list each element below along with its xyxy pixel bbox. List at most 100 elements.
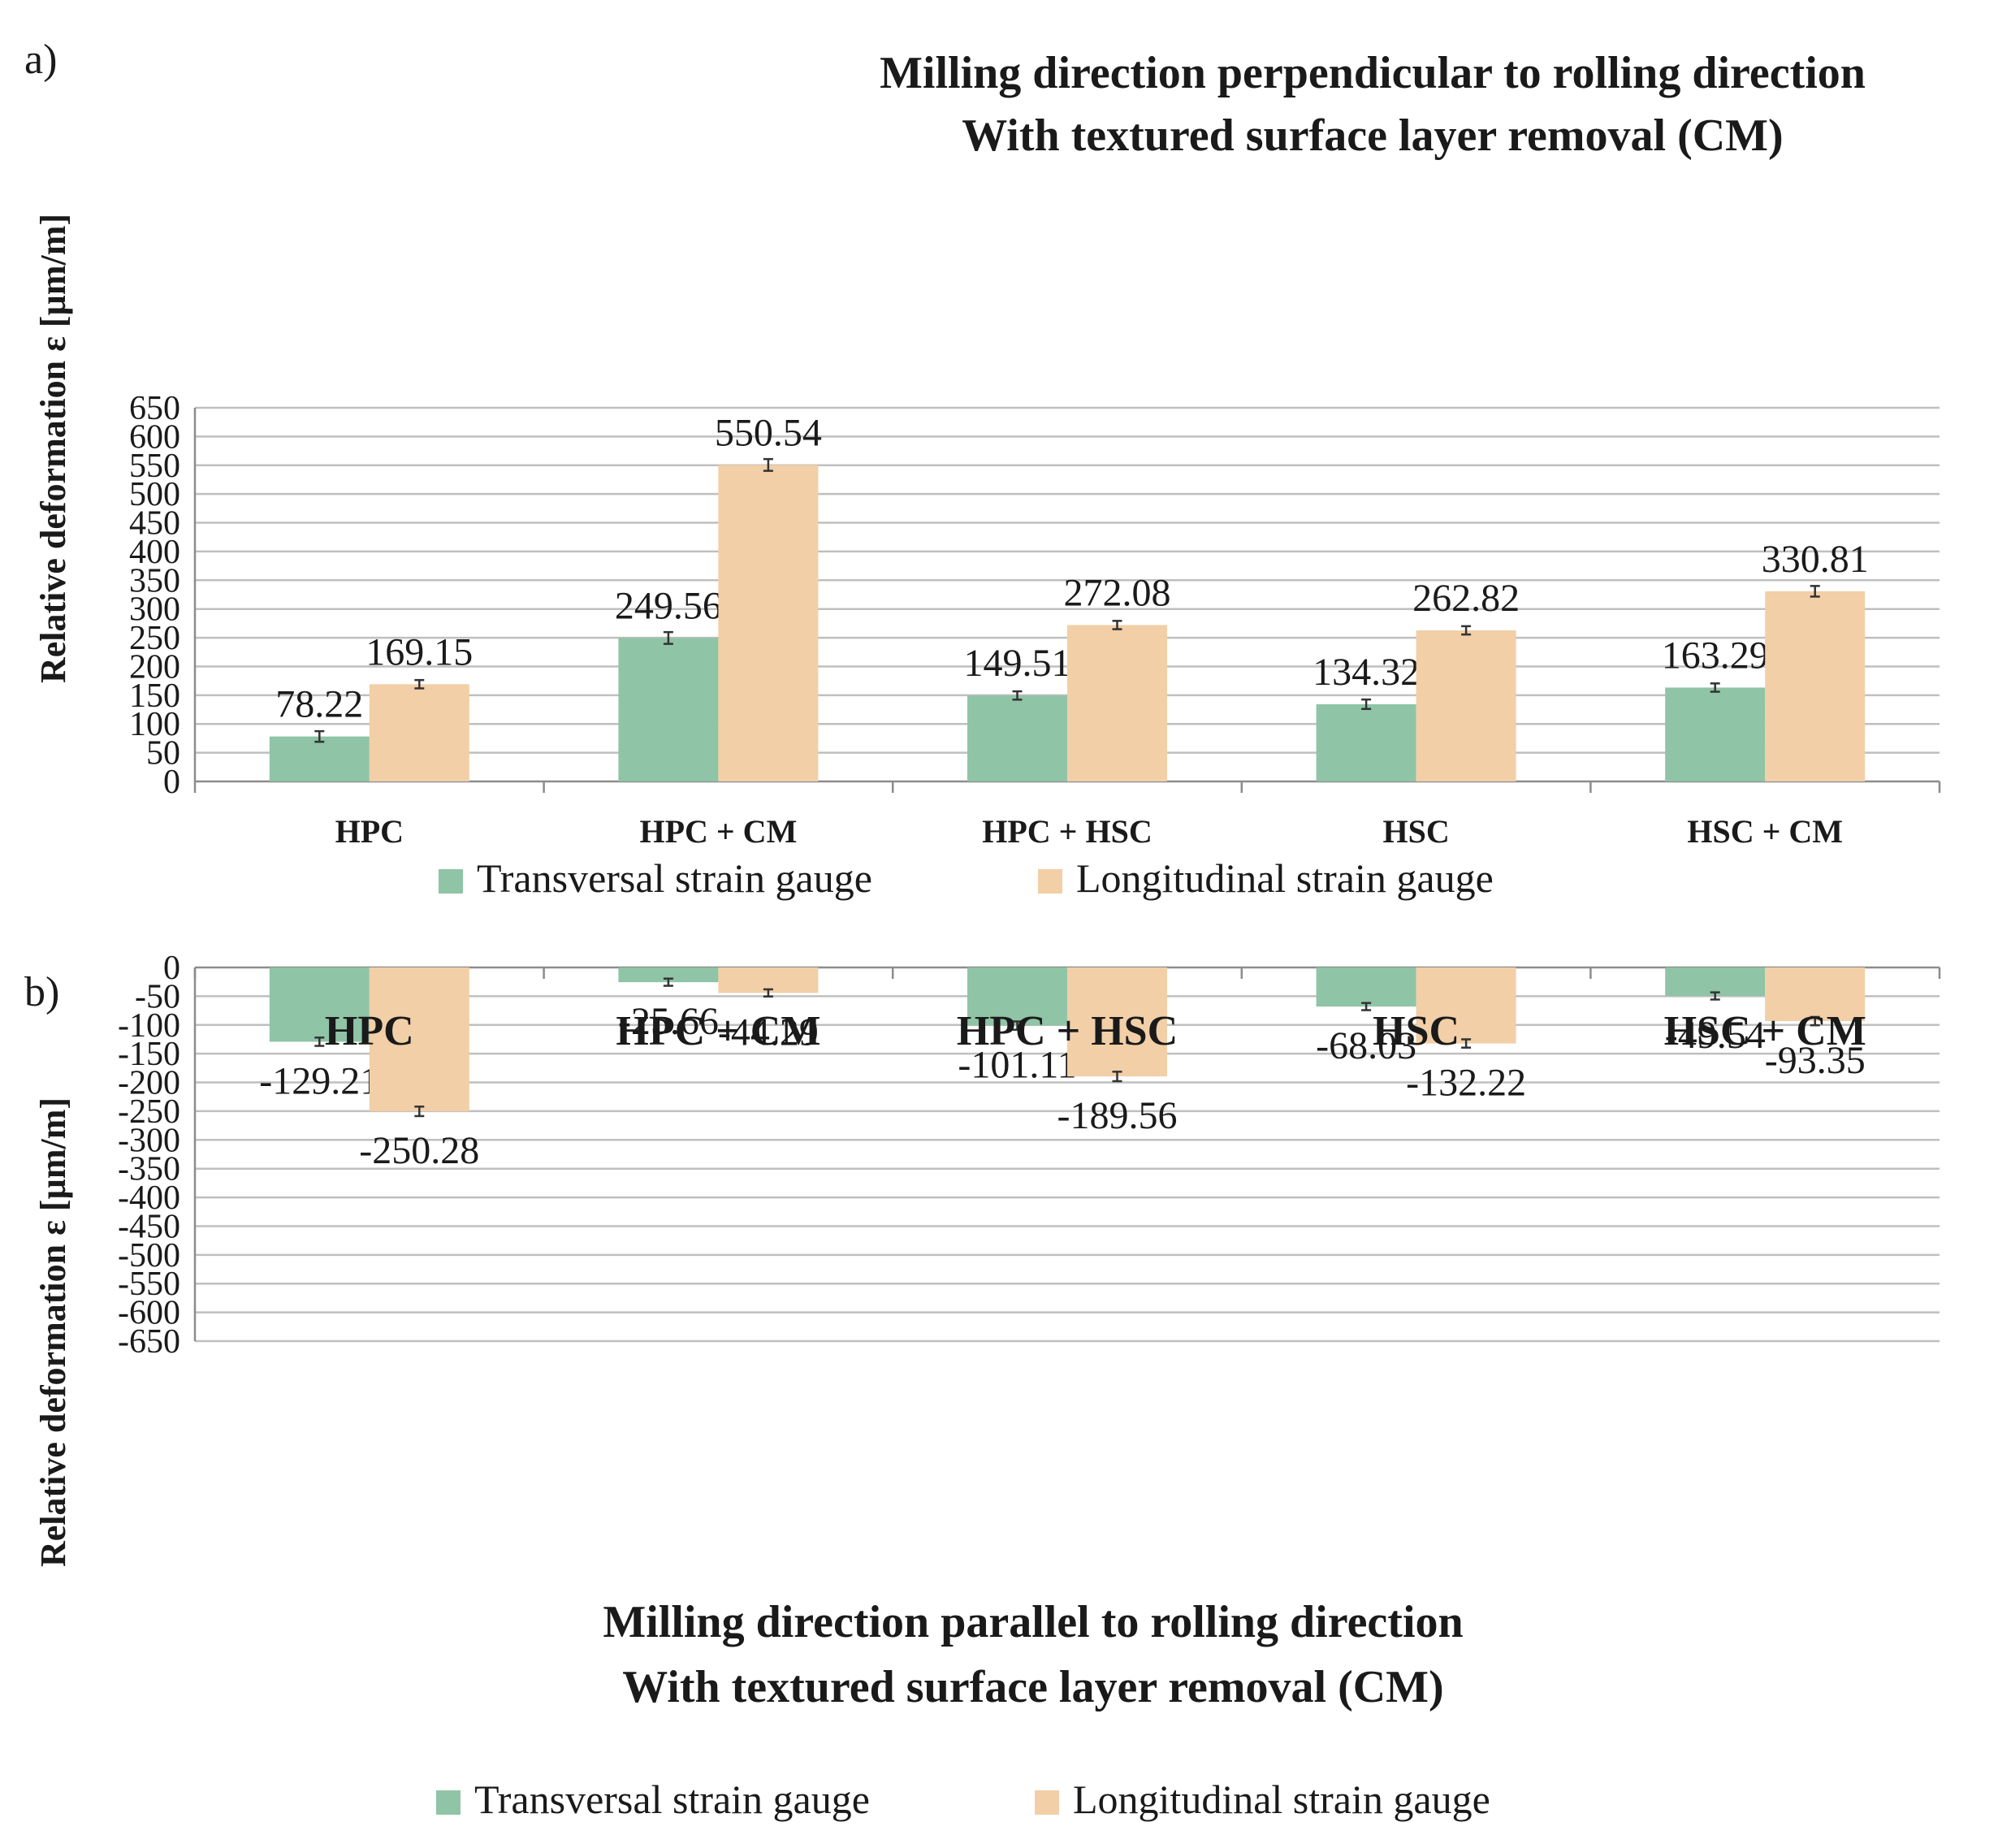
bar-transversal (1665, 687, 1766, 781)
category-label: HPC + CM (616, 1008, 820, 1054)
category-label: HPC (325, 1008, 414, 1054)
error-bar (763, 988, 773, 998)
data-label: -250.28 (359, 1129, 479, 1172)
y-tick-label: -100 (118, 1007, 180, 1045)
bar-transversal (269, 736, 370, 781)
data-label: 149.51 (964, 642, 1071, 685)
legend-swatch-longitudinal (1038, 869, 1062, 894)
data-label: -129.21 (259, 1059, 379, 1102)
error-bar (414, 678, 425, 690)
legend: Transversal strain gauge Longitudinal str… (436, 1777, 1490, 1822)
legend: Transversal strain gauge Longitudinal str… (439, 855, 1494, 901)
legend-label-transversal: Transversal strain gauge (474, 1777, 870, 1822)
legend-label-longitudinal: Longitudinal strain gauge (1076, 855, 1494, 901)
chart-title-line: Milling direction parallel to rolling di… (603, 1597, 1463, 1647)
y-tick-label: 600 (129, 418, 180, 456)
bar-transversal (269, 967, 370, 1042)
category-label: HPC + HSC (957, 1008, 1178, 1054)
data-label: -189.56 (1057, 1094, 1178, 1137)
y-tick-label: -450 (118, 1208, 180, 1245)
error-bar (1112, 1071, 1122, 1083)
legend-label-transversal: Transversal strain gauge (477, 855, 872, 901)
error-bar (1810, 1015, 1820, 1027)
bar-longitudinal (718, 465, 819, 781)
error-bar (314, 729, 325, 743)
y-tick-label: -350 (118, 1151, 180, 1188)
bar-longitudinal (1067, 625, 1167, 781)
error-bar (1012, 1020, 1023, 1031)
data-label: -44.29 (718, 1011, 819, 1054)
bar-transversal (967, 695, 1067, 781)
category-labels: HPC HPC + CM HPC + HSC HSC HSC + CM (335, 813, 1843, 850)
error-bar (1810, 585, 1820, 598)
series-transversal: 78.22 249.56 149.51 134.32 163.29 (269, 584, 1769, 781)
category-label: HPC + CM (639, 813, 797, 850)
legend-swatch-transversal (436, 1790, 461, 1815)
bar-transversal (1316, 703, 1416, 781)
error-bar (1461, 1038, 1472, 1049)
y-tick-label: 450 (129, 505, 180, 543)
error-bar (1361, 1002, 1372, 1011)
error-bar (663, 977, 673, 987)
y-tick-label: -150 (118, 1036, 180, 1073)
error-bar (663, 630, 673, 645)
chart-title: Milling direction parallel to rolling di… (603, 1597, 1463, 1712)
bar-longitudinal (1765, 591, 1866, 781)
y-tick-label: 500 (129, 476, 180, 513)
data-label: -68.03 (1316, 1024, 1416, 1067)
bar-longitudinal (369, 967, 469, 1112)
bar-longitudinal (1067, 967, 1167, 1077)
data-label: -93.35 (1765, 1039, 1866, 1082)
data-label: 262.82 (1412, 577, 1520, 620)
data-label: 169.15 (365, 630, 473, 673)
bar-transversal (967, 967, 1067, 1026)
bar-longitudinal (369, 684, 469, 781)
chart-title-line: With textured surface layer removal (CM) (622, 1662, 1443, 1712)
bar-transversal (618, 967, 719, 983)
y-tick-label: 300 (129, 591, 180, 629)
bar-longitudinal (1765, 967, 1866, 1022)
panel-label: b) (24, 969, 59, 1015)
chart-title: Milling direction perpendicular to rolli… (880, 48, 1866, 161)
category-label: HSC + CM (1687, 813, 1843, 850)
data-label: 78.22 (275, 683, 363, 726)
category-label: HSC (1382, 813, 1449, 850)
y-tick-label: 650 (129, 390, 180, 427)
error-bar (1710, 682, 1720, 693)
y-tick-label: -400 (118, 1179, 180, 1217)
chart-title-line: Milling direction perpendicular to rolli… (880, 48, 1866, 98)
category-labels: HPC HPC + CM HPC + HSC HSC HSC + CM (325, 1008, 1866, 1054)
y-tick-label: -250 (118, 1093, 180, 1131)
data-label: 272.08 (1064, 571, 1171, 614)
legend-label-longitudinal: Longitudinal strain gauge (1073, 1777, 1490, 1822)
series-longitudinal: -250.28 -44.29 -189.56 -132.22 -93.35 (359, 967, 1866, 1172)
y-tick-label: 550 (129, 448, 180, 485)
y-tick-label: -550 (118, 1266, 180, 1303)
category-label: HSC + CM (1664, 1008, 1866, 1054)
error-bar (1461, 625, 1472, 636)
y-tick-label: -50 (135, 978, 180, 1015)
bar-transversal (618, 638, 719, 781)
category-label: HPC + HSC (982, 813, 1152, 850)
bar-longitudinal (1416, 630, 1516, 781)
category-label: HPC (335, 813, 404, 850)
bar-transversal (1665, 967, 1766, 997)
legend-swatch-longitudinal (1035, 1790, 1059, 1815)
data-label: 163.29 (1662, 634, 1769, 677)
category-label: HSC (1373, 1008, 1460, 1054)
bar-longitudinal (1416, 967, 1516, 1044)
error-bar (1112, 620, 1122, 630)
data-label: -101.11 (958, 1044, 1076, 1087)
y-tick-label: -200 (118, 1065, 180, 1102)
y-tick-label: 150 (129, 677, 180, 715)
y-tick-label: 0 (163, 764, 180, 801)
data-label: -25.66 (618, 1000, 719, 1043)
series-longitudinal: 169.15 550.54 272.08 262.82 330.81 (365, 411, 1869, 781)
y-tick-label: -300 (118, 1122, 180, 1159)
y-tick-label: -650 (118, 1323, 180, 1361)
y-tick-label: -500 (118, 1237, 180, 1275)
data-label: -49.54 (1665, 1014, 1766, 1057)
error-bar (1361, 698, 1372, 711)
